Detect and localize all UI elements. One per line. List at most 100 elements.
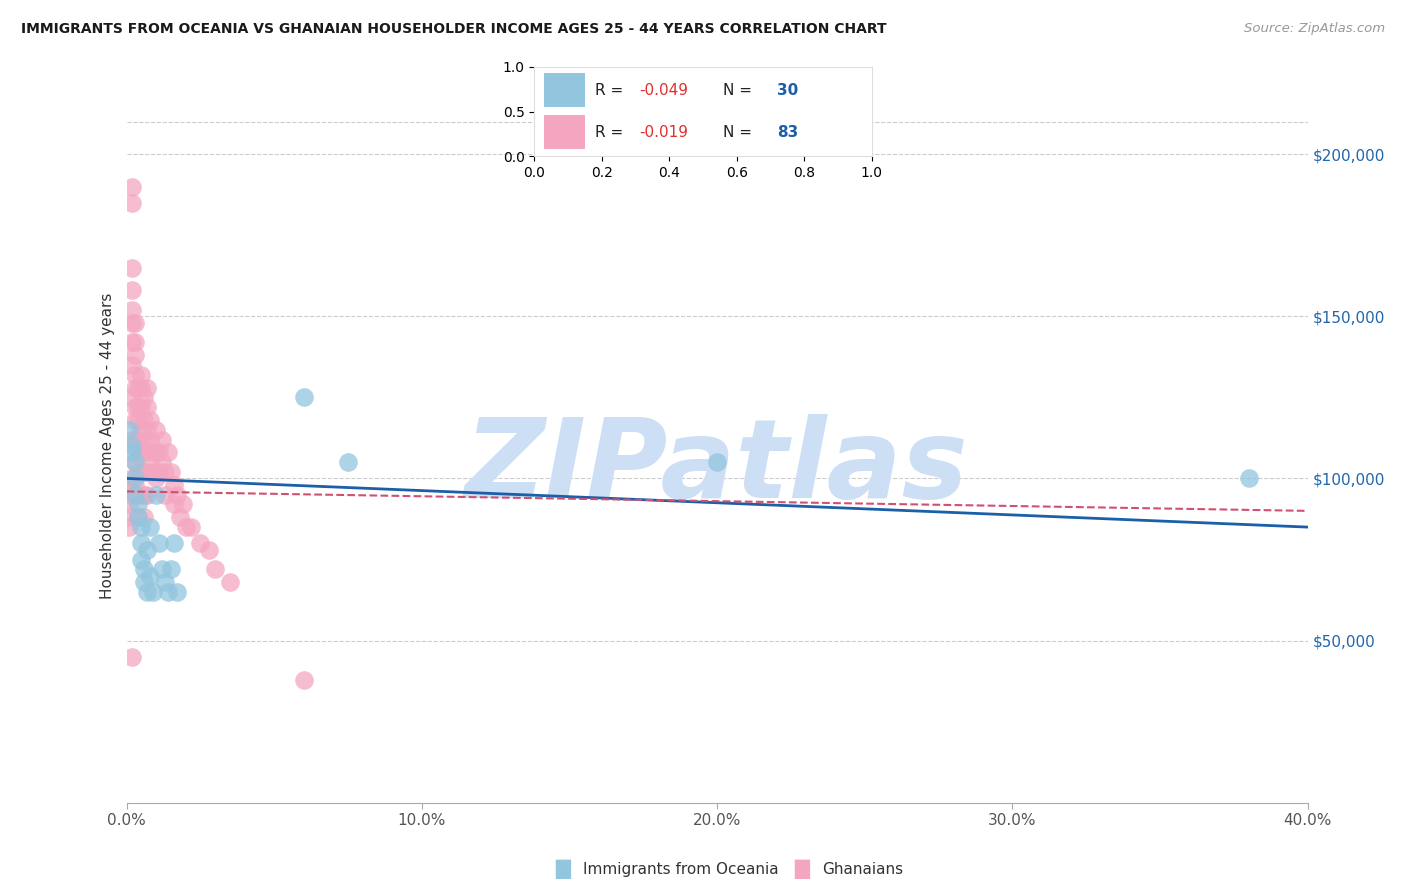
Text: Immigrants from Oceania: Immigrants from Oceania [583, 863, 779, 877]
Point [166, 585, 188, 599]
Point [136, 465, 159, 479]
Text: N =: N = [723, 83, 756, 97]
Point [134, 510, 156, 524]
Point [292, 673, 315, 687]
Point [127, 465, 149, 479]
Point [127, 413, 149, 427]
Point [127, 400, 149, 414]
Point [129, 552, 153, 566]
Point [134, 390, 156, 404]
Point [337, 455, 360, 469]
Point [118, 488, 141, 502]
Text: Source: ZipAtlas.com: Source: ZipAtlas.com [1244, 22, 1385, 36]
Point [150, 433, 173, 447]
Point [156, 445, 179, 459]
Point [153, 488, 176, 502]
FancyBboxPatch shape [544, 73, 585, 107]
Point [188, 536, 211, 550]
Point [145, 423, 167, 437]
Point [118, 497, 141, 511]
Point [129, 536, 153, 550]
Point [145, 445, 167, 459]
Point [121, 649, 143, 664]
Point [121, 445, 143, 459]
Point [127, 488, 149, 502]
Point [292, 390, 315, 404]
Text: █: █ [555, 860, 569, 880]
Point [219, 575, 242, 590]
Point [204, 562, 226, 576]
Point [136, 542, 159, 557]
Point [129, 488, 153, 502]
Y-axis label: Householder Income Ages 25 - 44 years: Householder Income Ages 25 - 44 years [100, 293, 115, 599]
Point [163, 536, 186, 550]
Point [129, 465, 153, 479]
Point [127, 497, 149, 511]
Point [118, 478, 141, 492]
Point [180, 520, 202, 534]
Point [124, 316, 146, 330]
Point [153, 575, 176, 590]
FancyBboxPatch shape [544, 115, 585, 149]
Point [129, 520, 153, 534]
Point [136, 585, 159, 599]
Point [121, 316, 143, 330]
Point [150, 562, 173, 576]
Point [136, 381, 159, 395]
Point [166, 488, 188, 502]
Point [121, 390, 143, 404]
Point [134, 562, 156, 576]
Point [134, 433, 156, 447]
Point [121, 260, 143, 275]
Point [121, 283, 143, 297]
Point [124, 368, 146, 382]
Text: -0.049: -0.049 [638, 83, 688, 97]
Point [142, 585, 165, 599]
Text: R =: R = [595, 125, 633, 139]
Point [139, 520, 162, 534]
Text: R =: R = [595, 83, 628, 97]
Point [118, 510, 141, 524]
Point [156, 585, 179, 599]
Point [121, 195, 143, 210]
Point [124, 455, 146, 469]
Point [118, 423, 141, 437]
Point [121, 433, 143, 447]
Point [139, 413, 162, 427]
Point [134, 445, 156, 459]
Point [121, 179, 143, 194]
Point [169, 510, 191, 524]
Point [127, 510, 149, 524]
Point [127, 381, 149, 395]
Point [172, 497, 194, 511]
Point [121, 335, 143, 350]
Point [148, 465, 170, 479]
Text: 83: 83 [778, 125, 799, 139]
Point [163, 497, 186, 511]
Point [134, 465, 156, 479]
Text: ZIPatlas: ZIPatlas [465, 414, 969, 521]
Point [150, 455, 173, 469]
Point [124, 478, 146, 492]
Point [127, 445, 149, 459]
Point [127, 510, 149, 524]
Point [134, 575, 156, 590]
Point [136, 445, 159, 459]
Point [129, 368, 153, 382]
Point [159, 465, 183, 479]
Point [148, 536, 170, 550]
Text: N =: N = [723, 125, 756, 139]
Point [124, 335, 146, 350]
Point [121, 439, 143, 453]
Point [129, 445, 153, 459]
Point [134, 488, 156, 502]
Point [142, 445, 165, 459]
Point [145, 488, 167, 502]
Point [124, 433, 146, 447]
Point [148, 445, 170, 459]
Text: -0.019: -0.019 [638, 125, 688, 139]
Text: IMMIGRANTS FROM OCEANIA VS GHANAIAN HOUSEHOLDER INCOME AGES 25 - 44 YEARS CORREL: IMMIGRANTS FROM OCEANIA VS GHANAIAN HOUS… [21, 22, 887, 37]
Point [124, 455, 146, 469]
Point [124, 348, 146, 362]
Point [118, 520, 141, 534]
